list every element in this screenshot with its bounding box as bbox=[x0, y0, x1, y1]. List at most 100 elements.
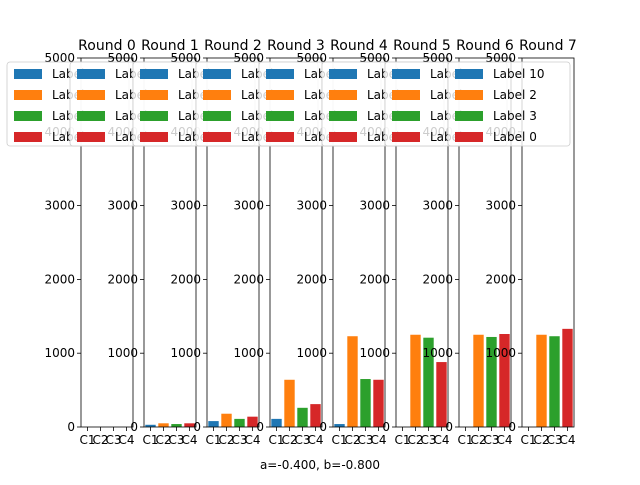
bar-round-3-C2 bbox=[284, 379, 295, 427]
legend-swatch bbox=[455, 111, 483, 121]
ytick-label: 0 bbox=[193, 420, 201, 434]
panel-title: Round 1 bbox=[141, 38, 199, 54]
ytick-label: 3000 bbox=[422, 199, 453, 213]
axes-frame bbox=[521, 57, 575, 428]
bar-round-1-C2 bbox=[158, 423, 169, 427]
xtick-label: C3 bbox=[357, 433, 373, 447]
bar-round-6-C3 bbox=[486, 336, 497, 427]
legend-swatch bbox=[455, 132, 483, 142]
bar-round-3-C3 bbox=[297, 407, 308, 427]
ytick-label: 5000 bbox=[107, 51, 138, 65]
xtick-label: C2 bbox=[218, 433, 234, 447]
ytick-label: 2000 bbox=[485, 272, 516, 286]
axes-frame bbox=[458, 57, 512, 428]
legend-swatch bbox=[455, 69, 483, 79]
legend-label: Label 2 bbox=[493, 88, 537, 102]
legend-swatch bbox=[266, 69, 294, 79]
bar-round-6-C4 bbox=[499, 334, 510, 427]
legend-swatch bbox=[140, 90, 168, 100]
xtick-label: C3 bbox=[546, 433, 562, 447]
ytick-label: 2000 bbox=[170, 272, 201, 286]
xtick-label: C4 bbox=[181, 433, 197, 447]
xtick-label: C4 bbox=[244, 433, 260, 447]
legend-label: Label 3 bbox=[493, 109, 537, 123]
ytick-label: 3000 bbox=[296, 199, 327, 213]
bar-round-4-C4 bbox=[373, 379, 384, 427]
ytick-label: 0 bbox=[445, 420, 453, 434]
xtick-label: C3 bbox=[105, 433, 121, 447]
legend-swatch bbox=[266, 111, 294, 121]
legend-label: Label 10 bbox=[493, 67, 544, 81]
axes-frame bbox=[143, 57, 197, 428]
ytick-label: 5000 bbox=[485, 51, 516, 65]
xtick-label: C2 bbox=[92, 433, 108, 447]
xtick-label: C1 bbox=[142, 433, 158, 447]
bar-round-2-C4 bbox=[247, 416, 258, 427]
legend-swatch bbox=[14, 111, 42, 121]
ytick-label: 5000 bbox=[233, 51, 264, 65]
ytick-label: 3000 bbox=[485, 199, 516, 213]
xtick-label: C3 bbox=[420, 433, 436, 447]
bar-round-7-C3 bbox=[549, 336, 560, 427]
bar-round-5-C2 bbox=[410, 334, 421, 427]
xtick-label: C3 bbox=[483, 433, 499, 447]
bar-round-4-C3 bbox=[360, 379, 371, 427]
legend-swatch bbox=[140, 111, 168, 121]
legend-swatch bbox=[266, 132, 294, 142]
xtick-label: C4 bbox=[559, 433, 575, 447]
xtick-label: C1 bbox=[394, 433, 410, 447]
xtick-label: C2 bbox=[281, 433, 297, 447]
ytick-label: 3000 bbox=[44, 199, 75, 213]
xtick-label: C2 bbox=[407, 433, 423, 447]
legend-swatch bbox=[140, 132, 168, 142]
ytick-label: 1000 bbox=[233, 346, 264, 360]
legend-swatch bbox=[14, 90, 42, 100]
ytick-label: 1000 bbox=[44, 346, 75, 360]
xtick-label: C4 bbox=[118, 433, 134, 447]
xtick-label: C4 bbox=[496, 433, 512, 447]
legend-swatch bbox=[329, 69, 357, 79]
ytick-label: 3000 bbox=[359, 199, 390, 213]
figure-caption: a=-0.400, b=-0.800 bbox=[260, 458, 380, 472]
bar-round-1-C4 bbox=[184, 423, 195, 427]
panel-title: Round 6 bbox=[456, 38, 514, 54]
legend-swatch bbox=[77, 69, 105, 79]
legend-swatch bbox=[203, 90, 231, 100]
ytick-label: 1000 bbox=[422, 346, 453, 360]
panel-title: Round 5 bbox=[393, 38, 451, 54]
xtick-label: C1 bbox=[268, 433, 284, 447]
bar-round-7-C4 bbox=[562, 328, 573, 427]
ytick-label: 0 bbox=[319, 420, 327, 434]
xtick-label: C2 bbox=[344, 433, 360, 447]
panel-title: Round 7 bbox=[519, 38, 577, 54]
legend-swatch bbox=[329, 132, 357, 142]
legend-swatch bbox=[77, 111, 105, 121]
bar-round-4-C2 bbox=[347, 336, 358, 427]
axes-frame bbox=[269, 57, 323, 428]
ytick-label: 2000 bbox=[44, 272, 75, 286]
bar-round-2-C1 bbox=[208, 421, 219, 427]
xtick-label: C2 bbox=[470, 433, 486, 447]
bar-round-3-C4 bbox=[310, 404, 321, 427]
ytick-label: 2000 bbox=[107, 272, 138, 286]
legend-swatch bbox=[455, 90, 483, 100]
ytick-label: 5000 bbox=[422, 51, 453, 65]
bar-round-1-C3 bbox=[171, 424, 182, 427]
panel-title: Round 2 bbox=[204, 38, 262, 54]
bar-round-7-C2 bbox=[536, 334, 547, 427]
xtick-label: C2 bbox=[533, 433, 549, 447]
ytick-label: 5000 bbox=[44, 51, 75, 65]
xtick-label: C4 bbox=[307, 433, 323, 447]
ytick-label: 0 bbox=[67, 420, 75, 434]
xtick-label: C1 bbox=[520, 433, 536, 447]
legend-swatch bbox=[14, 69, 42, 79]
panel-title: Round 0 bbox=[78, 38, 136, 54]
ytick-label: 3000 bbox=[170, 199, 201, 213]
legend-swatch bbox=[329, 90, 357, 100]
ytick-label: 2000 bbox=[296, 272, 327, 286]
legend-swatch bbox=[203, 111, 231, 121]
xtick-label: C1 bbox=[205, 433, 221, 447]
legend-label: Label 0 bbox=[493, 130, 537, 144]
ytick-label: 3000 bbox=[107, 199, 138, 213]
